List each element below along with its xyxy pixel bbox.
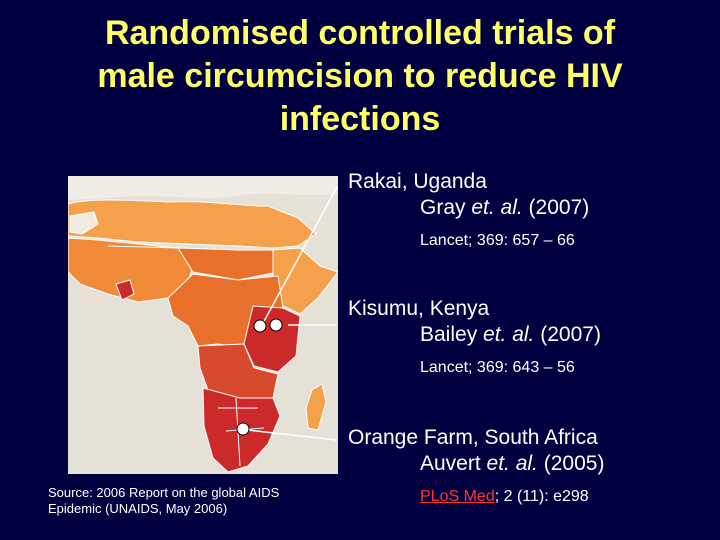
trial-rakai: Rakai, Uganda Gray et. al. (2007) Lancet… [348,169,589,251]
trial-etal: et. al. [486,452,538,475]
title-line: infections [279,100,441,138]
trial-author: Gray [420,196,472,219]
trial-reference: Lancet; 369: 657 – 66 [420,232,575,249]
trial-place: Kisumu, Kenya [348,297,490,320]
africa-hiv-map [68,176,338,474]
title-line: Randomised controlled trials of [104,14,616,52]
trial-authors: Auvert et. al. (2005) [348,451,604,477]
trial-etal: et. al. [471,196,523,219]
trial-place: Orange Farm, South Africa [348,426,598,449]
trial-place: Rakai, Uganda [348,170,487,193]
trial-reference: PLoS Med; 2 (11): e298 [348,487,604,507]
trial-reference: Lancet; 369: 643 – 56 [420,359,575,376]
trial-author: Bailey [420,323,484,346]
slide-title: Randomised controlled trials of male cir… [40,12,680,141]
trial-year: (2007) [534,323,601,346]
trial-year: (2007) [522,196,590,219]
title-line: male circumcision to reduce HIV [97,57,623,95]
trial-author: Auvert [420,452,487,475]
trial-orange-farm: Orange Farm, South Africa Auvert et. al.… [348,425,604,507]
trial-authors: Bailey et. al. (2007) [348,322,601,348]
trial-kisumu: Kisumu, Kenya Bailey et. al. (2007) Lanc… [348,296,601,378]
trial-reference-detail: ; 2 (11): e298 [494,488,589,505]
trial-year: (2005) [537,452,605,475]
trial-authors: Gray et. al. (2007) [348,195,589,221]
source-line: Source: 2006 Report on the global AIDS [48,485,280,500]
trial-etal: et. al. [483,323,535,346]
map-source-caption: Source: 2006 Report on the global AIDS E… [48,485,328,517]
plos-med-link[interactable]: PLoS Med [420,488,495,505]
source-line: Epidemic (UNAIDS, May 2006) [48,501,228,516]
